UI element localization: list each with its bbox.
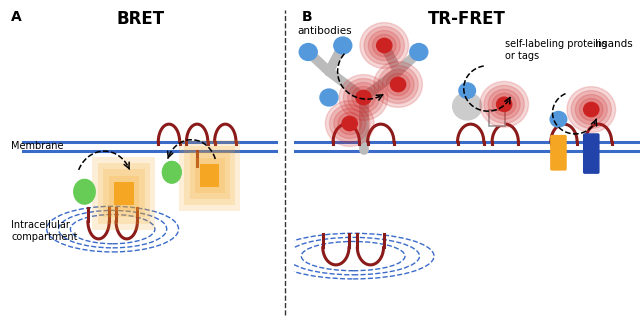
Circle shape	[338, 112, 362, 135]
Circle shape	[410, 44, 428, 60]
FancyBboxPatch shape	[189, 152, 230, 199]
Circle shape	[480, 82, 529, 127]
Circle shape	[378, 66, 418, 103]
Circle shape	[387, 73, 410, 96]
Text: Membrane: Membrane	[12, 141, 64, 151]
Text: B: B	[301, 10, 312, 24]
Circle shape	[348, 83, 380, 112]
Text: BRET: BRET	[116, 10, 165, 28]
Circle shape	[342, 116, 357, 131]
FancyBboxPatch shape	[489, 110, 505, 126]
Circle shape	[492, 93, 516, 115]
Circle shape	[377, 38, 392, 53]
Circle shape	[575, 95, 607, 124]
Circle shape	[372, 34, 396, 57]
FancyBboxPatch shape	[92, 157, 156, 230]
Text: antibodies: antibodies	[298, 26, 353, 36]
Circle shape	[459, 83, 476, 98]
Text: TR-FRET: TR-FRET	[428, 10, 506, 28]
Circle shape	[74, 179, 95, 204]
Circle shape	[368, 31, 400, 60]
Circle shape	[330, 105, 370, 142]
FancyBboxPatch shape	[109, 176, 139, 211]
Text: ligands: ligands	[595, 39, 633, 49]
Text: self-labeling proteins
or tags: self-labeling proteins or tags	[505, 39, 607, 60]
Circle shape	[163, 162, 181, 183]
Circle shape	[567, 87, 616, 132]
Circle shape	[571, 91, 611, 128]
FancyBboxPatch shape	[200, 164, 220, 187]
Circle shape	[333, 109, 365, 138]
FancyBboxPatch shape	[114, 182, 134, 205]
Circle shape	[344, 79, 383, 116]
Circle shape	[488, 89, 520, 119]
Circle shape	[584, 102, 599, 117]
Circle shape	[579, 98, 603, 121]
Circle shape	[360, 23, 408, 68]
Circle shape	[484, 85, 524, 123]
Circle shape	[325, 101, 374, 146]
FancyBboxPatch shape	[550, 135, 567, 171]
Circle shape	[334, 37, 352, 54]
Text: A: A	[12, 10, 22, 24]
FancyBboxPatch shape	[184, 146, 235, 205]
Circle shape	[356, 90, 371, 105]
Circle shape	[497, 97, 512, 111]
Circle shape	[163, 162, 181, 183]
Circle shape	[352, 86, 375, 109]
Text: Intracellular
compartment: Intracellular compartment	[12, 220, 78, 241]
FancyBboxPatch shape	[103, 170, 145, 217]
FancyBboxPatch shape	[179, 140, 241, 211]
Circle shape	[382, 70, 414, 99]
Circle shape	[452, 93, 482, 120]
FancyBboxPatch shape	[583, 133, 600, 174]
Circle shape	[374, 62, 422, 107]
FancyBboxPatch shape	[98, 163, 150, 224]
Circle shape	[364, 27, 404, 64]
Circle shape	[300, 44, 317, 60]
Circle shape	[390, 77, 406, 92]
Circle shape	[320, 89, 338, 106]
Circle shape	[550, 111, 567, 127]
FancyBboxPatch shape	[195, 158, 225, 193]
Circle shape	[339, 75, 388, 120]
